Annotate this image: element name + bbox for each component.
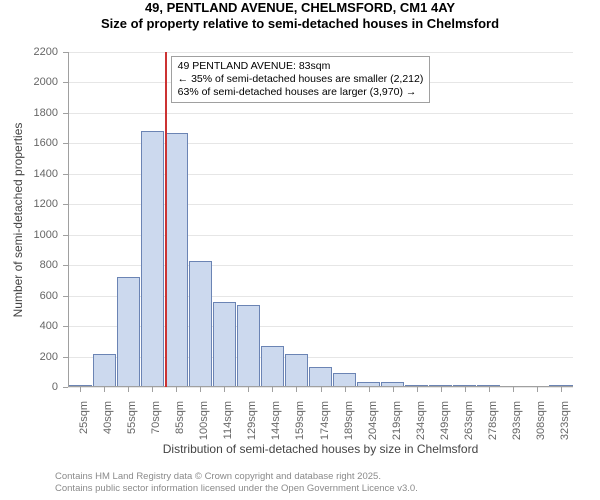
histogram-bar [285, 354, 308, 388]
histogram-bar [237, 305, 260, 387]
x-tick [441, 387, 442, 392]
histogram-bar [165, 133, 188, 387]
x-tick [296, 387, 297, 392]
x-tick-label: 55sqm [126, 401, 138, 434]
plot-area: 49 PENTLAND AVENUE: 83sqm← 35% of semi-d… [68, 52, 573, 387]
x-tick [465, 387, 466, 392]
x-tick [513, 387, 514, 392]
histogram-bar [213, 302, 236, 387]
x-tick-label: 85sqm [174, 401, 186, 434]
chart-container: 49, PENTLAND AVENUE, CHELMSFORD, CM1 4AY… [0, 0, 600, 500]
x-tick [417, 387, 418, 392]
x-tick-label: 40sqm [102, 401, 114, 434]
x-tick-label: 25sqm [78, 401, 90, 434]
footer-line-2: Contains public sector information licen… [55, 483, 418, 494]
x-tick [345, 387, 346, 392]
footer-line-1: Contains HM Land Registry data © Crown c… [55, 471, 418, 482]
x-tick-label: 234sqm [415, 401, 427, 440]
x-tick-label: 263sqm [463, 401, 475, 440]
x-tick-label: 323sqm [559, 401, 571, 440]
annotation-line: 49 PENTLAND AVENUE: 83sqm [178, 60, 424, 73]
x-tick-label: 249sqm [439, 401, 451, 440]
x-tick-label: 293sqm [511, 401, 523, 440]
histogram-bar [333, 373, 356, 387]
x-tick-label: 174sqm [319, 401, 331, 440]
x-tick [272, 387, 273, 392]
y-tick-label: 1800 [0, 107, 58, 119]
x-axis-title: Distribution of semi-detached houses by … [163, 442, 478, 456]
x-tick-label: 278sqm [487, 401, 499, 440]
x-tick [80, 387, 81, 392]
y-tick-label: 200 [0, 351, 58, 363]
histogram-bar [93, 354, 116, 388]
x-tick-label: 144sqm [270, 401, 282, 440]
y-tick-label: 600 [0, 290, 58, 302]
y-axis-title: Number of semi-detached properties [11, 122, 25, 317]
histogram-bar [117, 277, 140, 387]
property-marker-line [165, 52, 167, 387]
x-tick-label: 70sqm [150, 401, 162, 434]
annotation-line: ← 35% of semi-detached houses are smalle… [178, 73, 424, 86]
x-tick [128, 387, 129, 392]
histogram-bar [261, 346, 284, 387]
bottom-axis [68, 386, 573, 387]
histogram-bar [309, 367, 332, 387]
x-tick [176, 387, 177, 392]
x-tick-label: 204sqm [367, 401, 379, 440]
y-tick-label: 2200 [0, 46, 58, 58]
x-tick [200, 387, 201, 392]
x-tick [104, 387, 105, 392]
y-tick [63, 387, 68, 388]
x-tick [224, 387, 225, 392]
x-tick [393, 387, 394, 392]
x-tick [561, 387, 562, 392]
x-tick [537, 387, 538, 392]
y-tick-label: 2000 [0, 76, 58, 88]
annotation-line: 63% of semi-detached houses are larger (… [178, 86, 424, 99]
y-tick-label: 1200 [0, 198, 58, 210]
y-tick-label: 1400 [0, 168, 58, 180]
x-tick [369, 387, 370, 392]
title-line-1: 49, PENTLAND AVENUE, CHELMSFORD, CM1 4AY [0, 0, 600, 16]
gridline [68, 52, 573, 53]
y-tick-label: 1000 [0, 229, 58, 241]
histogram-bar [141, 131, 164, 387]
x-tick-label: 189sqm [343, 401, 355, 440]
y-tick-label: 800 [0, 259, 58, 271]
x-tick-label: 308sqm [535, 401, 547, 440]
title-line-2: Size of property relative to semi-detach… [0, 16, 600, 32]
x-tick [152, 387, 153, 392]
attribution-footer: Contains HM Land Registry data © Crown c… [55, 471, 418, 494]
x-tick [489, 387, 490, 392]
x-tick-label: 159sqm [294, 401, 306, 440]
chart-title: 49, PENTLAND AVENUE, CHELMSFORD, CM1 4AY… [0, 0, 600, 33]
x-tick-label: 114sqm [222, 401, 234, 439]
x-tick-label: 100sqm [198, 401, 210, 440]
y-tick-label: 0 [0, 381, 58, 393]
annotation-box: 49 PENTLAND AVENUE: 83sqm← 35% of semi-d… [171, 56, 431, 103]
x-tick [321, 387, 322, 392]
left-axis [68, 52, 69, 387]
x-tick-label: 129sqm [246, 401, 258, 440]
y-tick-label: 1600 [0, 137, 58, 149]
x-tick-label: 219sqm [391, 401, 403, 440]
x-tick [248, 387, 249, 392]
y-tick-label: 400 [0, 320, 58, 332]
gridline [68, 113, 573, 114]
histogram-bar [189, 261, 212, 387]
